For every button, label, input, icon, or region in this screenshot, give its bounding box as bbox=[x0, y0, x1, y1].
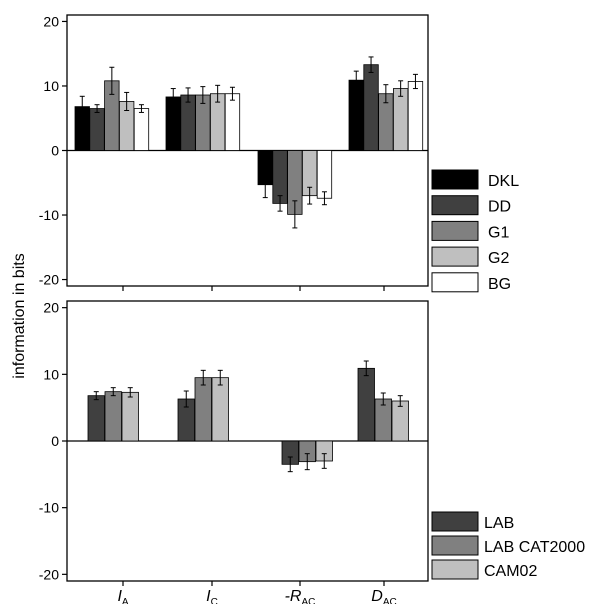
bar-bg-0 bbox=[133, 108, 150, 151]
bar-dd-3 bbox=[363, 64, 379, 151]
legend-label: G2 bbox=[488, 250, 509, 267]
x-tick-label-main: D bbox=[371, 588, 383, 604]
x-tick-label-2: -RAC bbox=[285, 588, 316, 604]
bar-cam02-3 bbox=[391, 400, 409, 442]
x-tick-label-sub: C bbox=[211, 597, 218, 604]
x-tick-label-main: -R bbox=[285, 588, 302, 604]
y-tick-label: 10 bbox=[43, 78, 59, 94]
x-tick-label-sub: AC bbox=[301, 597, 315, 604]
legend-swatch-dd bbox=[431, 195, 479, 216]
x-tick-label-sub: A bbox=[122, 597, 129, 604]
y-axis-label: information in bits bbox=[11, 253, 28, 378]
bar-lab-0 bbox=[87, 395, 105, 442]
y-tick-label: -10 bbox=[39, 207, 59, 223]
legend-label: LAB CAT2000 bbox=[484, 539, 585, 556]
x-tick-label-main: I bbox=[206, 588, 211, 604]
bar-lab-cat2000-1 bbox=[194, 377, 212, 442]
y-tick-label: 20 bbox=[43, 13, 59, 29]
x-tick-label-3: DAC bbox=[371, 588, 396, 604]
bar-bg-1 bbox=[224, 93, 241, 151]
y-tick-label: -20 bbox=[39, 566, 59, 582]
bar-lab-cat2000-0 bbox=[104, 391, 122, 442]
legend-swatch-dkl bbox=[431, 169, 479, 190]
y-tick-label: -20 bbox=[39, 272, 59, 288]
legend-label: BG bbox=[488, 276, 511, 293]
bar-lab-3 bbox=[357, 367, 375, 442]
legend-swatch-cam02 bbox=[431, 559, 479, 580]
x-tick-label-1: IC bbox=[206, 588, 218, 604]
legend-swatch-bg bbox=[431, 272, 479, 293]
y-tick-label: 0 bbox=[51, 433, 59, 449]
y-tick-label: 0 bbox=[51, 143, 59, 159]
bar-dkl-3 bbox=[348, 79, 364, 151]
chart-panel-top: -20 -10 0 10 20 DKL DD G1 G2 BG bbox=[39, 13, 519, 292]
legend-label: DD bbox=[488, 199, 511, 216]
legend-swatch-g1 bbox=[431, 220, 479, 241]
legend-label: DKL bbox=[488, 173, 519, 190]
bar-bg-3 bbox=[407, 81, 424, 151]
legend-swatch-g2 bbox=[431, 246, 479, 267]
x-tick-label-sub: AC bbox=[383, 597, 397, 604]
bar-dd-0 bbox=[89, 108, 105, 151]
y-tick-label: 10 bbox=[43, 366, 59, 382]
y-tick-label: 20 bbox=[43, 300, 59, 316]
bar-dd-1 bbox=[180, 94, 196, 151]
legend-label: CAM02 bbox=[484, 563, 537, 580]
legend-label: G1 bbox=[488, 224, 509, 241]
bar-g2-3 bbox=[392, 88, 409, 151]
bar-cam02-1 bbox=[211, 377, 229, 442]
bar-bg-2 bbox=[316, 150, 333, 199]
bar-cam02-0 bbox=[121, 391, 139, 442]
x-tick-label-0: IA bbox=[117, 588, 128, 604]
legend-swatch-lab bbox=[431, 511, 479, 532]
legend-swatch-lab-cat2000 bbox=[431, 535, 479, 556]
x-tick-label-main: I bbox=[117, 588, 122, 604]
legend-label: LAB bbox=[484, 515, 514, 532]
y-tick-label: -10 bbox=[39, 500, 59, 516]
